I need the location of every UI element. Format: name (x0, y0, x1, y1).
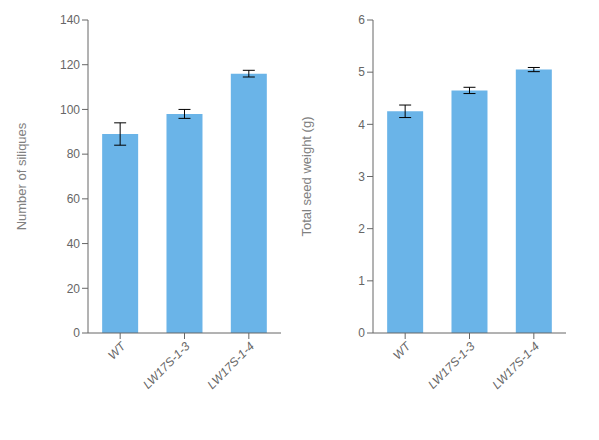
svg-text:4: 4 (358, 118, 365, 132)
svg-text:0: 0 (73, 326, 80, 340)
svg-text:WT: WT (105, 338, 129, 362)
svg-text:Number of siliques: Number of siliques (14, 122, 29, 230)
svg-text:LW17S-1-3: LW17S-1-3 (425, 339, 478, 392)
svg-text:100: 100 (60, 103, 80, 117)
svg-text:1: 1 (358, 274, 365, 288)
svg-text:LW17S-1-3: LW17S-1-3 (140, 339, 193, 392)
svg-text:2: 2 (358, 222, 365, 236)
svg-text:20: 20 (67, 282, 81, 296)
svg-text:6: 6 (358, 13, 365, 27)
svg-text:5: 5 (358, 65, 365, 79)
svg-text:Total seed weight (g): Total seed weight (g) (299, 117, 314, 237)
svg-text:40: 40 (67, 237, 81, 251)
svg-text:0: 0 (358, 326, 365, 340)
svg-text:3: 3 (358, 170, 365, 184)
svg-text:WT: WT (390, 338, 414, 362)
svg-text:60: 60 (67, 192, 81, 206)
svg-text:120: 120 (60, 58, 80, 72)
svg-text:LW17S-1-4: LW17S-1-4 (204, 339, 257, 392)
svg-text:80: 80 (67, 147, 81, 161)
svg-text:140: 140 (60, 13, 80, 27)
svg-text:LW17S-1-4: LW17S-1-4 (489, 339, 542, 392)
